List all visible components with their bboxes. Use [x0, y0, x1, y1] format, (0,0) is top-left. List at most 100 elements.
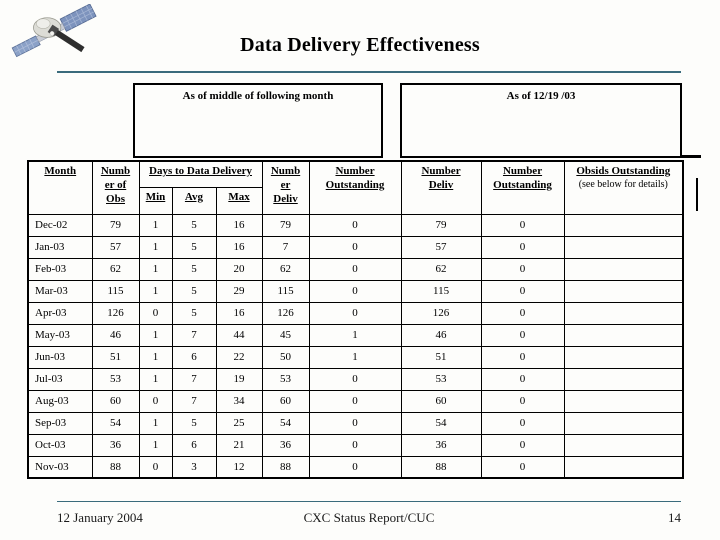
- cell-out1: 1: [308, 323, 402, 347]
- obsids-header-note: (see below for details): [578, 178, 668, 190]
- cell-deliv2: 115: [400, 279, 482, 303]
- cell-out2: 0: [480, 433, 565, 457]
- cell-deliv2: 54: [400, 411, 482, 435]
- cell-obs: 36: [91, 433, 140, 457]
- cell-deliv1: 62: [261, 257, 310, 281]
- cell-obs: 126: [91, 301, 140, 325]
- col-header-number-outstanding-mid: Number Outstanding: [308, 160, 402, 215]
- cell-max: 16: [215, 213, 263, 237]
- cell-avg: 5: [171, 279, 217, 303]
- cell-deliv2: 79: [400, 213, 482, 237]
- table-row: Dec-02 79 1 5 16 79 0 79 0: [27, 213, 684, 237]
- title-divider: [57, 71, 681, 73]
- cell-max: 12: [215, 455, 263, 479]
- cell-min: 1: [138, 213, 173, 237]
- cell-out1: 0: [308, 213, 402, 237]
- cell-out1: 0: [308, 367, 402, 391]
- col-header-max: Max: [215, 186, 263, 215]
- cell-max: 19: [215, 367, 263, 391]
- cell-deliv2: 62: [400, 257, 482, 281]
- cell-max: 22: [215, 345, 263, 369]
- cell-out2: 0: [480, 389, 565, 413]
- cell-min: 1: [138, 345, 173, 369]
- cell-min: 1: [138, 323, 173, 347]
- cell-deliv2: 88: [400, 455, 482, 479]
- cell-out1: 0: [308, 279, 402, 303]
- cell-deliv2: 60: [400, 389, 482, 413]
- obsids-header-label: Obsids Outstanding: [576, 165, 671, 177]
- cell-obs: 60: [91, 389, 140, 413]
- cell-deliv2: 51: [400, 345, 482, 369]
- cell-min: 1: [138, 433, 173, 457]
- cell-out2: 0: [480, 301, 565, 325]
- stray-horizontal-mark: [682, 155, 701, 158]
- table-row: Mar-03 115 1 5 29 115 0 115 0: [27, 279, 684, 303]
- cell-obs: 57: [91, 235, 140, 259]
- cell-obs: 53: [91, 367, 140, 391]
- cell-max: 25: [215, 411, 263, 435]
- cell-avg: 5: [171, 235, 217, 259]
- table-row: Sep-03 54 1 5 25 54 0 54 0: [27, 411, 684, 435]
- cell-out2: 0: [480, 213, 565, 237]
- col-header-month: Month: [27, 160, 93, 215]
- cell-min: 1: [138, 279, 173, 303]
- col-header-number-outstanding-asof: Number Outstanding: [480, 160, 565, 215]
- footer-page-number: 14: [668, 510, 681, 525]
- col-header-number-deliv-asof: Number Deliv: [400, 160, 482, 215]
- cell-deliv2: 36: [400, 433, 482, 457]
- cell-min: 0: [138, 455, 173, 479]
- cell-deliv1: 36: [261, 433, 310, 457]
- cell-obsids: [563, 367, 684, 391]
- page-title: Data Delivery Effectiveness: [240, 34, 480, 56]
- cell-avg: 7: [171, 367, 217, 391]
- cell-obs: 115: [91, 279, 140, 303]
- cell-max: 29: [215, 279, 263, 303]
- cell-out2: 0: [480, 411, 565, 435]
- data-delivery-table: Month Numb er of Obs Days to Data Delive…: [27, 160, 685, 479]
- cell-obsids: [563, 345, 684, 369]
- header-box-as-of-date: As of 12/19 /03: [400, 83, 682, 158]
- cell-avg: 5: [171, 213, 217, 237]
- cell-out1: 0: [308, 235, 402, 259]
- cell-deliv1: 7: [261, 235, 310, 259]
- cell-month: Apr-03: [27, 301, 93, 325]
- cell-month: Dec-02: [27, 213, 93, 237]
- table-row: Feb-03 62 1 5 20 62 0 62 0: [27, 257, 684, 281]
- table-row: Jul-03 53 1 7 19 53 0 53 0: [27, 367, 684, 391]
- cell-obsids: [563, 257, 684, 281]
- cell-out2: 0: [480, 257, 565, 281]
- cell-deliv2: 46: [400, 323, 482, 347]
- cell-deliv1: 45: [261, 323, 310, 347]
- cell-out2: 0: [480, 367, 565, 391]
- cell-avg: 6: [171, 345, 217, 369]
- cell-obs: 79: [91, 213, 140, 237]
- cell-deliv1: 88: [261, 455, 310, 479]
- cell-avg: 6: [171, 433, 217, 457]
- cell-deliv2: 57: [400, 235, 482, 259]
- col-group-days-to-data-delivery: Days to Data Delivery: [138, 160, 263, 188]
- cell-min: 1: [138, 367, 173, 391]
- table-row: Jun-03 51 1 6 22 50 1 51 0: [27, 345, 684, 369]
- cell-month: Aug-03: [27, 389, 93, 413]
- col-header-obsids-outstanding: Obsids Outstanding (see below for detail…: [563, 160, 684, 215]
- table-row: Apr-03 126 0 5 16 126 0 126 0: [27, 301, 684, 325]
- cell-out1: 0: [308, 389, 402, 413]
- cell-out1: 0: [308, 411, 402, 435]
- cell-obsids: [563, 213, 684, 237]
- cell-obs: 62: [91, 257, 140, 281]
- cell-deliv1: 60: [261, 389, 310, 413]
- cell-obs: 51: [91, 345, 140, 369]
- cell-obsids: [563, 455, 684, 479]
- cell-month: Jun-03: [27, 345, 93, 369]
- cell-obsids: [563, 235, 684, 259]
- col-header-number-deliv-mid: Numb er Deliv: [261, 160, 310, 215]
- header-box-following-month-label: As of middle of following month: [182, 90, 334, 102]
- footer-report-name: CXC Status Report/CUC: [303, 510, 435, 525]
- col-header-number-of-obs: Numb er of Obs: [91, 160, 140, 215]
- cell-out2: 0: [480, 279, 565, 303]
- cell-max: 44: [215, 323, 263, 347]
- cell-obsids: [563, 279, 684, 303]
- cell-obsids: [563, 433, 684, 457]
- footer-divider: [57, 501, 681, 502]
- cell-min: 1: [138, 257, 173, 281]
